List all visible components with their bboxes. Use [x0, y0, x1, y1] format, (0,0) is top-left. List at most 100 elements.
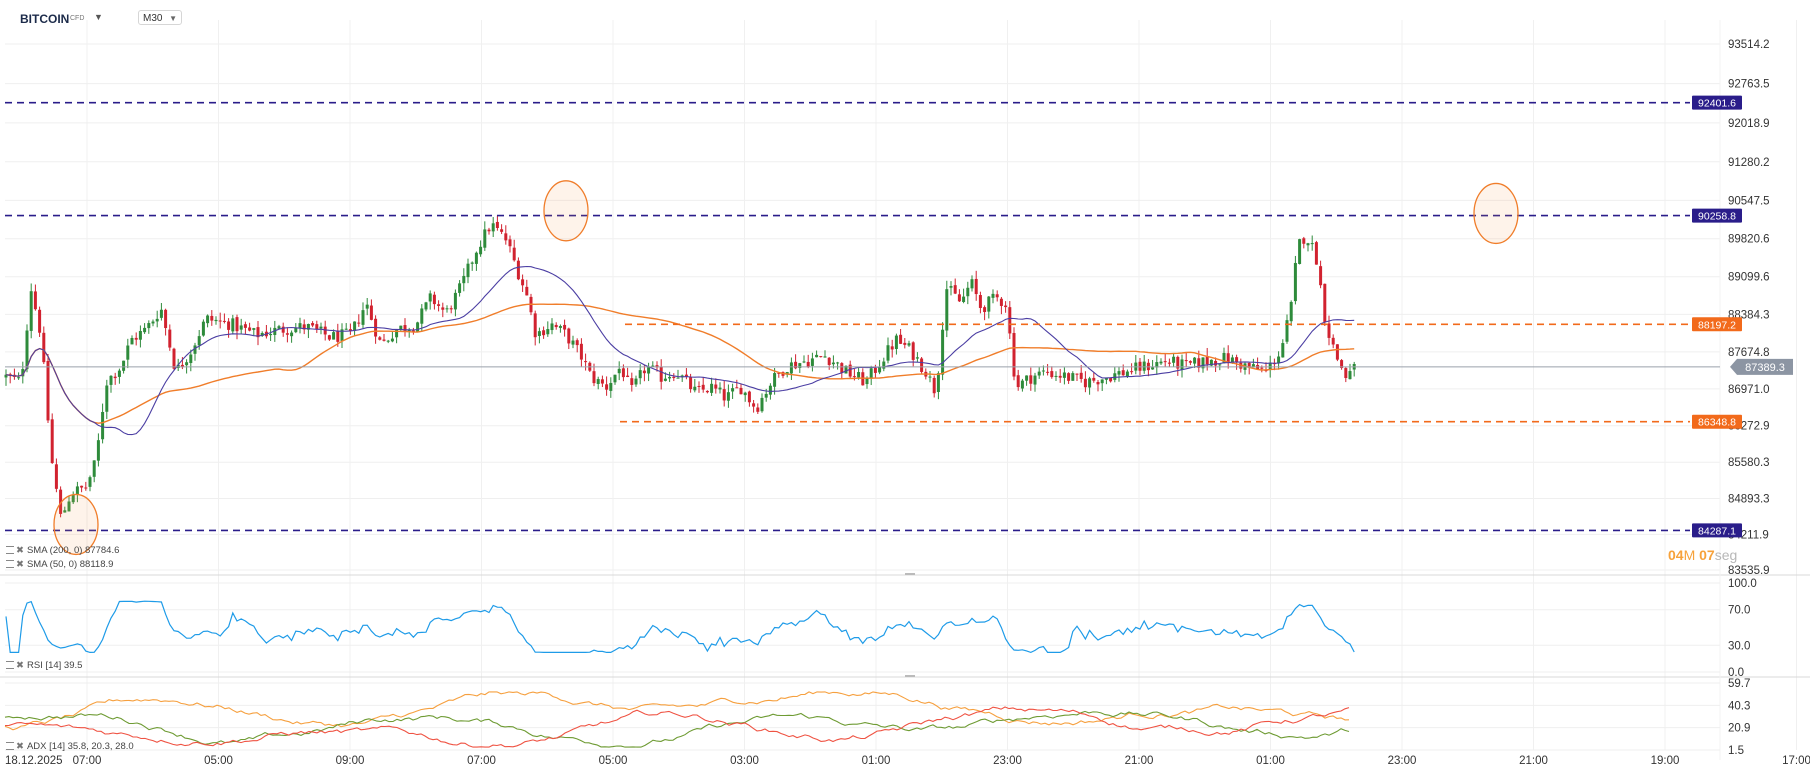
close-icon[interactable]: ✖	[16, 559, 24, 570]
sma200-legend[interactable]: ✖ SMA (200, 0) 87784.6	[6, 545, 119, 556]
rsi-line	[5, 600, 1355, 654]
candle-body	[932, 377, 936, 394]
pane-resize-handle[interactable]	[905, 573, 915, 575]
x-tick-label: 05:00	[204, 755, 233, 767]
price-level-label: 90258.8	[1698, 211, 1736, 223]
candle-body	[155, 318, 159, 322]
y-tick-label: 87674.8	[1728, 347, 1770, 359]
candle-body	[361, 310, 365, 325]
candle-body	[752, 403, 756, 407]
rsi-legend[interactable]: ✖ RSI [14] 39.5	[6, 660, 82, 671]
menu-icon[interactable]	[6, 661, 14, 670]
candle-body	[491, 223, 495, 232]
candle-body	[365, 304, 369, 309]
close-icon[interactable]: ✖	[16, 660, 24, 671]
candle-body	[882, 361, 886, 369]
x-tick-label: 23:00	[1388, 755, 1417, 767]
sma200-legend-label: SMA (200, 0) 87784.6	[26, 545, 120, 556]
candle-body	[1151, 367, 1155, 370]
candle-body	[966, 287, 970, 297]
candle-body	[789, 362, 793, 374]
candle-body	[399, 325, 403, 330]
candle-body	[903, 342, 907, 345]
candle-body	[920, 358, 924, 372]
y-tick-label: 89099.6	[1728, 272, 1770, 284]
candle-body	[231, 318, 235, 332]
candle-body	[1104, 377, 1108, 380]
candle-body	[1226, 353, 1230, 363]
candle-body	[46, 360, 50, 421]
candle-body	[1012, 332, 1016, 377]
candle-body	[1348, 371, 1352, 380]
candle-body	[248, 327, 252, 331]
y-tick-label: 91280.2	[1728, 157, 1770, 169]
timeframe-value: M30	[143, 13, 163, 24]
candle-body	[617, 368, 621, 374]
candle-body	[1004, 305, 1008, 308]
close-icon[interactable]: ✖	[16, 741, 24, 752]
candle-body	[1037, 371, 1041, 376]
y-tick-label: 92018.9	[1728, 118, 1770, 130]
candle-body	[525, 286, 529, 296]
candle-body	[298, 323, 302, 329]
candle-body	[138, 330, 142, 340]
candle-body	[521, 279, 525, 286]
adx-legend-label: ADX [14] 35.8, 20.3, 28.0	[26, 741, 134, 752]
candle-body	[634, 378, 638, 385]
menu-icon[interactable]	[6, 742, 14, 751]
candle-body	[445, 308, 449, 310]
candle-body	[432, 294, 436, 305]
candle-body	[92, 460, 96, 477]
close-icon[interactable]: ✖	[16, 545, 24, 556]
symbol-dropdown-icon[interactable]: ▼	[94, 12, 103, 22]
candle-body	[1062, 372, 1066, 378]
candle-body	[1109, 378, 1113, 382]
candle-body	[180, 364, 184, 367]
candle-body	[42, 332, 46, 363]
candle-body	[1046, 371, 1050, 373]
candle-body	[584, 361, 588, 363]
candle-body	[512, 247, 516, 261]
menu-icon[interactable]	[6, 560, 14, 569]
candle-body	[25, 330, 29, 370]
candle-body	[1167, 362, 1171, 364]
candle-body	[1067, 373, 1071, 381]
candle-body	[500, 229, 504, 232]
x-tick-label: 21:00	[1519, 755, 1548, 767]
adx-legend[interactable]: ✖ ADX [14] 35.8, 20.3, 28.0	[6, 741, 134, 752]
menu-icon[interactable]	[6, 546, 14, 555]
candle-body	[668, 376, 672, 379]
candle-body	[1033, 375, 1037, 385]
candle-body	[1314, 242, 1318, 265]
candle-body	[1075, 373, 1079, 375]
candle-body	[159, 309, 163, 318]
candle-body	[1125, 371, 1129, 377]
candle-body	[168, 329, 172, 348]
candle-body	[886, 345, 890, 361]
price-level-badge	[1692, 95, 1742, 110]
candle-body	[441, 307, 445, 310]
highlight-circle	[53, 493, 99, 556]
candle-body	[59, 489, 63, 514]
countdown-seconds: 07	[1699, 547, 1715, 563]
candle-body	[302, 324, 306, 330]
x-tick-label: 17:00	[1782, 755, 1810, 767]
candle-body	[416, 322, 420, 332]
candles	[4, 215, 1356, 518]
candle-body	[651, 365, 655, 367]
candle-body	[810, 358, 814, 366]
candle-body	[29, 291, 33, 331]
pane-resize-handle[interactable]	[905, 675, 915, 677]
candle-body	[201, 321, 205, 336]
candle-body	[663, 378, 667, 381]
candle-body	[332, 332, 336, 340]
candle-body	[235, 317, 239, 332]
candle-body	[907, 343, 911, 346]
timeframe-select[interactable]: M30 ▼	[138, 10, 182, 25]
candle-body	[546, 329, 550, 335]
candle-body	[878, 367, 882, 373]
symbol-name[interactable]: BITCOIN	[20, 12, 70, 26]
sma50-legend[interactable]: ✖ SMA (50, 0) 88118.9	[6, 559, 113, 570]
candle-body	[428, 293, 432, 302]
